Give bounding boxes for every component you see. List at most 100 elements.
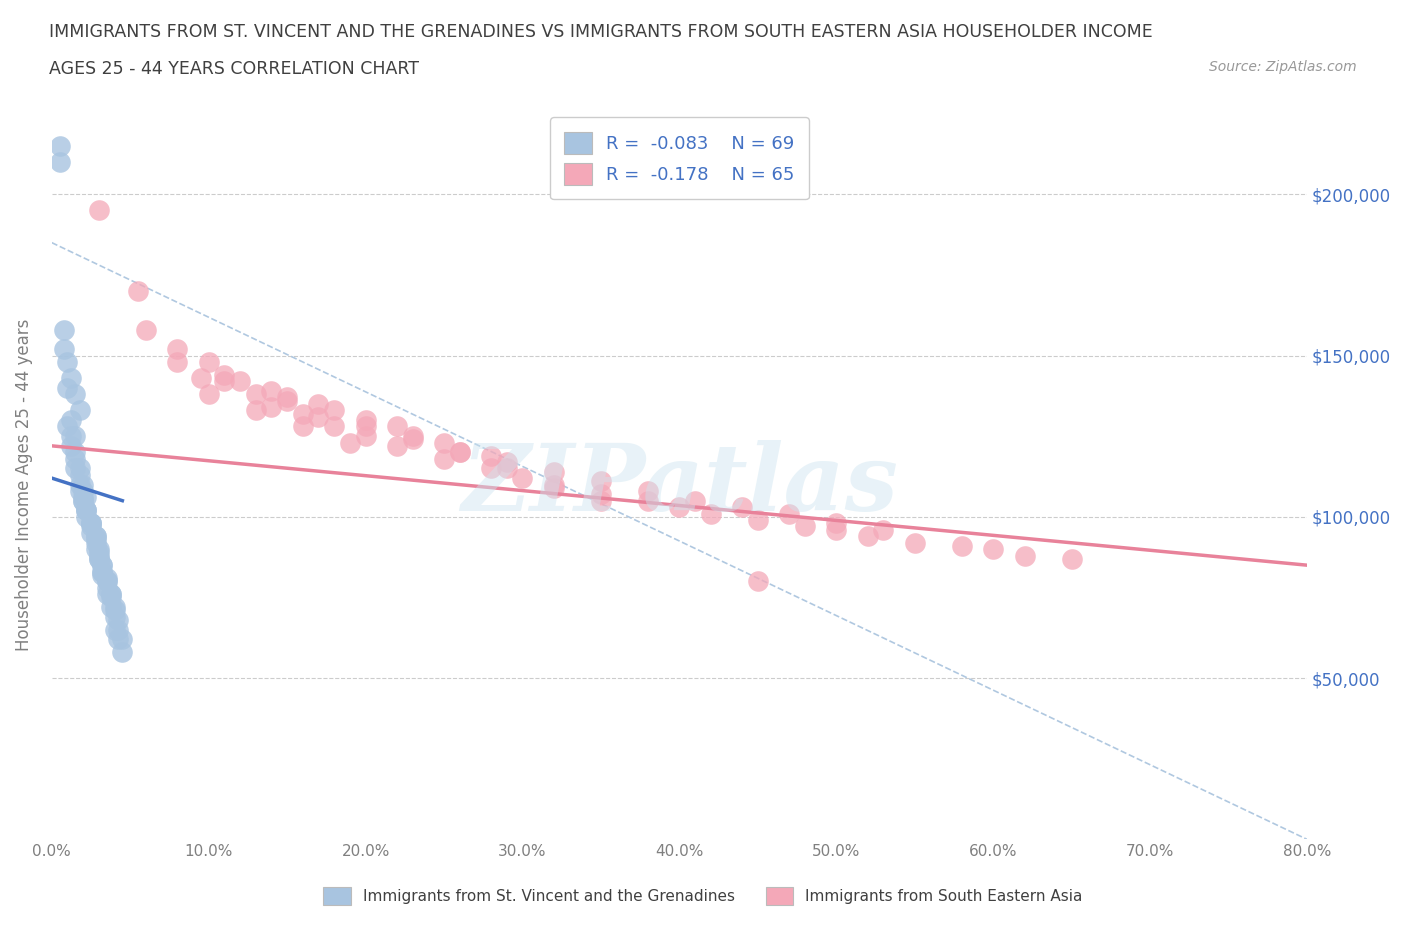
- Point: [107, 631, 129, 646]
- Point: [276, 393, 298, 408]
- Point: [339, 435, 361, 450]
- Point: [48, 139, 70, 153]
- Point: [84, 535, 107, 550]
- Point: [69, 468, 91, 483]
- Point: [323, 419, 346, 434]
- Point: [479, 461, 502, 476]
- Point: [96, 580, 118, 595]
- Point: [354, 429, 377, 444]
- Point: [72, 490, 94, 505]
- Point: [166, 341, 188, 356]
- Point: [91, 567, 114, 582]
- Point: [981, 541, 1004, 556]
- Point: [96, 587, 118, 602]
- Point: [65, 451, 87, 466]
- Point: [100, 600, 122, 615]
- Point: [103, 622, 125, 637]
- Point: [87, 545, 110, 560]
- Point: [495, 455, 517, 470]
- Point: [65, 387, 87, 402]
- Point: [291, 406, 314, 421]
- Y-axis label: Householder Income Ages 25 - 44 years: Householder Income Ages 25 - 44 years: [15, 318, 32, 651]
- Legend: R =  -0.083    N = 69, R =  -0.178    N = 65: R = -0.083 N = 69, R = -0.178 N = 65: [550, 117, 808, 199]
- Point: [354, 413, 377, 428]
- Point: [950, 538, 973, 553]
- Point: [96, 574, 118, 589]
- Point: [449, 445, 471, 459]
- Point: [308, 409, 330, 424]
- Point: [449, 445, 471, 459]
- Point: [87, 541, 110, 556]
- Point: [59, 371, 82, 386]
- Point: [69, 477, 91, 492]
- Point: [1014, 548, 1036, 563]
- Point: [731, 499, 754, 514]
- Point: [637, 484, 659, 498]
- Text: AGES 25 - 44 YEARS CORRELATION CHART: AGES 25 - 44 YEARS CORRELATION CHART: [49, 60, 419, 78]
- Point: [69, 484, 91, 498]
- Point: [72, 493, 94, 508]
- Point: [589, 486, 612, 501]
- Point: [56, 354, 79, 369]
- Point: [69, 461, 91, 476]
- Point: [589, 474, 612, 489]
- Text: IMMIGRANTS FROM ST. VINCENT AND THE GRENADINES VS IMMIGRANTS FROM SOUTH EASTERN : IMMIGRANTS FROM ST. VINCENT AND THE GREN…: [49, 23, 1153, 41]
- Point: [433, 435, 456, 450]
- Point: [91, 565, 114, 579]
- Point: [433, 451, 456, 466]
- Point: [72, 477, 94, 492]
- Point: [668, 499, 690, 514]
- Point: [80, 519, 103, 534]
- Point: [72, 484, 94, 498]
- Point: [111, 644, 134, 659]
- Point: [495, 461, 517, 476]
- Point: [87, 548, 110, 563]
- Point: [825, 516, 848, 531]
- Point: [59, 429, 82, 444]
- Point: [100, 590, 122, 604]
- Point: [91, 558, 114, 573]
- Point: [401, 432, 423, 446]
- Point: [103, 600, 125, 615]
- Point: [84, 541, 107, 556]
- Point: [354, 419, 377, 434]
- Point: [127, 284, 149, 299]
- Point: [80, 525, 103, 540]
- Point: [75, 510, 97, 525]
- Point: [245, 403, 267, 418]
- Point: [747, 512, 769, 527]
- Point: [197, 387, 219, 402]
- Point: [135, 323, 157, 338]
- Point: [479, 448, 502, 463]
- Point: [75, 503, 97, 518]
- Point: [107, 622, 129, 637]
- Point: [65, 429, 87, 444]
- Point: [401, 429, 423, 444]
- Point: [100, 587, 122, 602]
- Point: [323, 403, 346, 418]
- Point: [65, 445, 87, 459]
- Point: [48, 154, 70, 169]
- Point: [1060, 551, 1083, 566]
- Point: [637, 493, 659, 508]
- Point: [69, 403, 91, 418]
- Point: [87, 551, 110, 566]
- Point: [72, 493, 94, 508]
- Point: [229, 374, 252, 389]
- Point: [80, 516, 103, 531]
- Point: [747, 574, 769, 589]
- Point: [103, 603, 125, 618]
- Point: [543, 480, 565, 495]
- Point: [276, 390, 298, 405]
- Point: [245, 387, 267, 402]
- Point: [80, 516, 103, 531]
- Point: [543, 477, 565, 492]
- Point: [84, 529, 107, 544]
- Point: [56, 380, 79, 395]
- Point: [197, 354, 219, 369]
- Point: [100, 587, 122, 602]
- Point: [904, 535, 927, 550]
- Point: [308, 396, 330, 411]
- Point: [75, 503, 97, 518]
- Point: [107, 613, 129, 628]
